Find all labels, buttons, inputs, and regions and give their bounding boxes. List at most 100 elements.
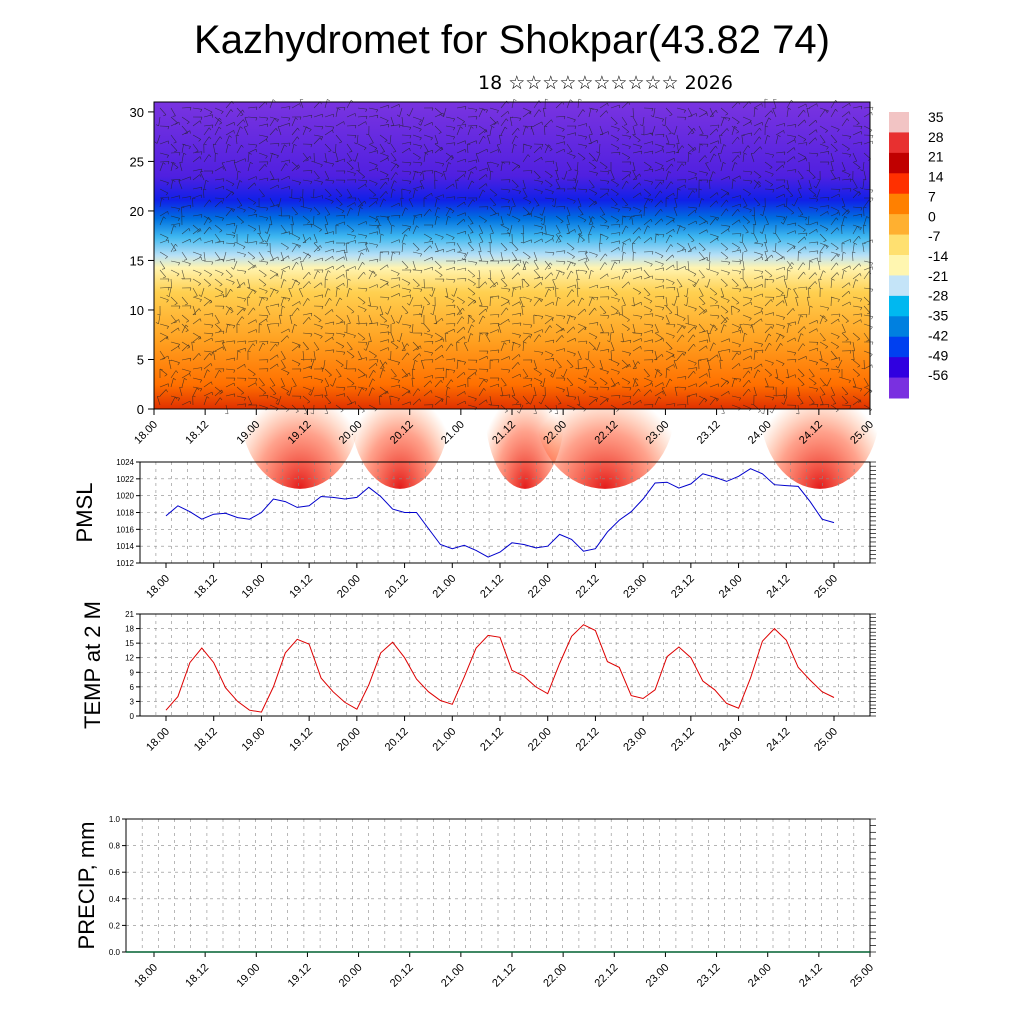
- panel-xtick-label: 18.00: [132, 962, 160, 990]
- colorbar-label: -28: [928, 288, 948, 304]
- page-title: Kazhydromet for Shokpar(43.82 74): [194, 18, 830, 62]
- colorbar-swatch: [889, 152, 909, 174]
- panel-xtick-label: 23.12: [669, 573, 697, 601]
- panel-ytick-label: 9: [130, 668, 135, 677]
- panel-xtick-label: 20.12: [383, 573, 411, 601]
- panel-xtick-label: 21.12: [478, 573, 506, 601]
- heatmap-xtick-label: 18.00: [132, 419, 160, 447]
- colorbar-swatch: [889, 132, 909, 154]
- colorbar: 35 28 21 14 7 0 -7 -14 -21 -28 -35 -42 -49 -56: [889, 109, 948, 399]
- colorbar-swatch: [889, 295, 909, 317]
- temp-panel: 0 3 6 9 12 15 18 21 TEMP at 2 M 18.00 18.12 19.00 19…: [80, 601, 876, 754]
- heatmap-xtick-label: 23.12: [695, 419, 723, 447]
- series-line: [165, 624, 835, 713]
- panel-ylabel: PMSL: [72, 483, 97, 543]
- colorbar-label: 14: [928, 169, 944, 185]
- colorbar-label: 35: [928, 109, 944, 125]
- colorbar-label: -14: [928, 248, 948, 264]
- colorbar-swatch: [889, 193, 909, 215]
- panel-xtick-label: 19.12: [287, 726, 315, 754]
- heatmap-ytick-label: 0: [137, 402, 144, 417]
- panel-xtick-label: 18.12: [192, 573, 220, 601]
- panel-xtick-label: 22.12: [592, 962, 620, 990]
- panel-xtick-label: 22.12: [574, 726, 602, 754]
- panel-ytick-label: 18: [125, 625, 134, 634]
- panel-xtick-label: 20.00: [335, 573, 363, 601]
- colorbar-label: -49: [928, 347, 948, 363]
- colorbar-swatch: [889, 316, 909, 338]
- panel-ylabel: PRECIP, mm: [74, 822, 99, 950]
- panel-xtick-label: 24.00: [746, 962, 774, 990]
- colorbar-swatch: [889, 275, 909, 297]
- heatmap-xtick-label: 18.12: [183, 419, 211, 447]
- page-subtitle: 18 ☆☆☆☆☆☆☆☆☆☆ 2026: [478, 72, 733, 94]
- colorbar-label: -56: [928, 367, 948, 383]
- panel-xtick-label: 24.00: [717, 726, 745, 754]
- panel-xtick-label: 22.00: [526, 573, 554, 601]
- heatmap-ytick-label: 5: [137, 352, 144, 367]
- panel-xtick-label: 19.00: [240, 573, 268, 601]
- panel-xtick-label: 23.00: [644, 962, 672, 990]
- panel-ytick-label: 1.0: [109, 815, 121, 824]
- panel-xtick-label: 18.12: [192, 726, 220, 754]
- colorbar-swatch: [889, 336, 909, 358]
- panel-xtick-label: 23.12: [669, 726, 697, 754]
- heatmap-ytick-label: 25: [130, 154, 144, 169]
- panel-xtick-label: 24.12: [797, 962, 825, 990]
- panel-xtick-label: 20.00: [335, 726, 363, 754]
- panel-ytick-label: 0: [130, 712, 135, 721]
- heatmap-ytick-label: 10: [130, 303, 144, 318]
- panel-xtick-label: 19.00: [234, 962, 262, 990]
- panel-xtick-label: 21.00: [439, 962, 467, 990]
- panel-xtick-label: 24.12: [764, 726, 792, 754]
- panel-xtick-label: 21.00: [430, 726, 458, 754]
- panel-xtick-label: 19.12: [286, 962, 314, 990]
- colorbar-label: 21: [928, 149, 944, 165]
- panel-ytick-label: 1012: [116, 559, 134, 568]
- panel-xtick-label: 20.12: [388, 962, 416, 990]
- series-line: [165, 468, 835, 558]
- wind-barbs: [154, 98, 874, 415]
- panel-xtick-label: 20.12: [383, 726, 411, 754]
- colorbar-swatch: [889, 377, 909, 399]
- colorbar-swatch: [889, 214, 909, 236]
- panel-ytick-label: 1016: [116, 525, 134, 534]
- heatmap-ytick-label: 15: [130, 253, 144, 268]
- panel-xtick-label: 19.00: [240, 726, 268, 754]
- panel-xtick-label: 23.00: [621, 573, 649, 601]
- panel-xtick-label: 18.12: [183, 962, 211, 990]
- colorbar-label: 0: [928, 208, 936, 224]
- panel-xtick-label: 25.00: [812, 573, 840, 601]
- colorbar-label: 28: [928, 129, 944, 145]
- panel-xtick-label: 24.00: [717, 573, 745, 601]
- panel-ytick-label: 6: [130, 683, 135, 692]
- colorbar-swatch: [889, 357, 909, 379]
- panel-ytick-label: 1024: [116, 458, 134, 467]
- panel-xtick-label: 23.12: [695, 962, 723, 990]
- colorbar-label: -7: [928, 228, 941, 244]
- panel-xtick-label: 20.00: [337, 962, 365, 990]
- panel-ytick-label: 0.4: [109, 895, 121, 904]
- precip-panel: 0.0 0.2 0.4 0.6 0.8 1.0 PRECIP, mm 18.00 18.12 19…: [74, 815, 876, 990]
- panel-xtick-label: 19.12: [287, 573, 315, 601]
- panel-xtick-label: 18.00: [144, 573, 172, 601]
- panel-grid: [139, 613, 871, 717]
- panel-ytick-label: 1018: [116, 509, 134, 518]
- panel-xtick-label: 25.00: [812, 726, 840, 754]
- panel-xtick-label: 21.12: [490, 962, 518, 990]
- colorbar-swatch: [889, 173, 909, 195]
- panel-ylabel: TEMP at 2 M: [80, 601, 105, 729]
- panel-ytick-label: 1022: [116, 475, 134, 484]
- panel-xtick-label: 22.00: [526, 726, 554, 754]
- panel-ytick-label: 0.6: [109, 868, 121, 877]
- panel-ytick-label: 3: [130, 697, 135, 706]
- colorbar-label: -21: [928, 268, 948, 284]
- panel-ytick-label: 0.0: [109, 948, 121, 957]
- panel-ytick-label: 1020: [116, 492, 134, 501]
- panel-ytick-label: 15: [125, 639, 134, 648]
- panel-xtick-label: 18.00: [144, 726, 172, 754]
- panel-ytick-label: 21: [125, 610, 134, 619]
